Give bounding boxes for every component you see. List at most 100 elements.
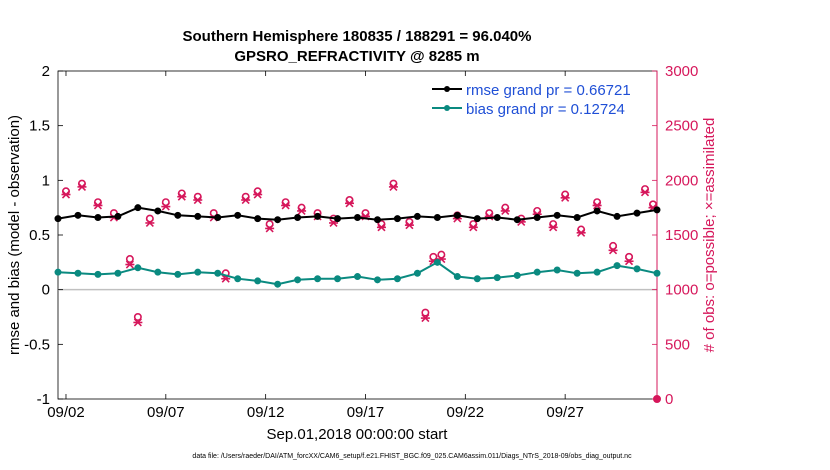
y-tick-label-left: 0.5 <box>29 227 50 244</box>
obs-assimilated-point <box>253 190 263 199</box>
rmse-point <box>413 212 421 220</box>
obs-assimilated-point <box>77 182 87 191</box>
rmse-point <box>653 206 661 214</box>
rmse-point <box>493 214 501 222</box>
obs-assimilated-point <box>345 199 355 208</box>
rmse-point <box>254 215 262 223</box>
bias-point <box>54 268 62 276</box>
rmse-point <box>54 215 62 223</box>
rmse-point <box>294 214 302 222</box>
obs-assimilated-point <box>161 202 171 211</box>
y-tick-label-right: 2000 <box>665 172 698 189</box>
rmse-point <box>154 207 162 215</box>
rmse-point <box>194 212 202 220</box>
y-tick-label-right: 1000 <box>665 282 698 299</box>
obs-assimilated-point <box>420 314 430 323</box>
footer-data-file: data file: /Users/raeder/DAI/ATM_forcXX/… <box>192 453 632 460</box>
obs-zero-marker <box>653 395 661 403</box>
y-tick-label-right: 3000 <box>665 63 698 80</box>
bias-point <box>613 262 621 270</box>
x-tick-label: 09/07 <box>147 404 185 421</box>
bias-point <box>174 270 182 278</box>
y-tick-label-left: 1.5 <box>29 118 50 135</box>
y-tick-label-left: 1 <box>42 172 50 189</box>
obs-assimilated-point <box>193 195 203 205</box>
rmse-point <box>234 211 242 219</box>
obs-assimilated-point <box>177 192 187 201</box>
bias-point <box>553 266 561 274</box>
y-tick-label-right: 1500 <box>665 227 698 244</box>
bias-point <box>194 268 202 276</box>
bias-point <box>214 269 222 277</box>
x-tick-label: 09/22 <box>447 404 485 421</box>
legend-bias-label: bias grand pr = 0.12724 <box>466 101 625 118</box>
obs-assimilated-point <box>125 260 135 269</box>
obs-assimilated-point <box>297 206 307 216</box>
obs-possible-point <box>609 241 618 250</box>
rmse-point <box>633 209 641 217</box>
obs-assimilated-point <box>376 223 386 232</box>
bias-point <box>74 269 82 277</box>
rmse-point <box>114 212 122 220</box>
rmse-point <box>593 207 601 215</box>
bias-point <box>513 271 521 279</box>
obs-assimilated-point <box>624 257 634 266</box>
obs-assimilated-point <box>468 223 478 232</box>
bias-point <box>154 268 162 276</box>
rmse-point <box>214 214 222 222</box>
chart-title-line1: Southern Hemisphere 180835 / 188291 = 96… <box>183 28 532 45</box>
bias-point <box>433 258 441 266</box>
bias-point <box>393 275 401 283</box>
bias-point <box>294 276 302 284</box>
obs-possible-point <box>145 214 154 223</box>
obs-assimilated-point <box>281 201 291 210</box>
axes: -1 -0.5 0 0.5 1 1.5 2 0 500 1000 1500 2000 2500 3000 0… <box>24 63 698 421</box>
rmse-point <box>373 216 381 224</box>
obs-assimilated-point <box>592 201 602 210</box>
legend-box <box>425 79 647 121</box>
obs-assimilated-point <box>93 201 103 210</box>
rmse-point <box>433 214 441 222</box>
rmse-point <box>354 214 361 222</box>
x-tick-label: 09/27 <box>546 404 584 421</box>
series-layer <box>54 179 661 403</box>
obs-assimilated-point <box>241 195 251 205</box>
bias-point <box>493 274 501 282</box>
rmse-point <box>453 211 461 219</box>
bias-point <box>473 275 481 283</box>
chart-title-line2: GPSRO_REFRACTIVITY @ 8285 m <box>234 48 479 65</box>
rmse-point <box>513 216 521 224</box>
bias-point <box>573 269 581 277</box>
rmse-point <box>94 214 102 222</box>
y-tick-label-left: 0 <box>42 282 50 299</box>
bias-point <box>453 273 461 281</box>
bias-point <box>653 269 661 277</box>
rmse-point <box>314 212 322 220</box>
y-tick-label-right: 0 <box>665 391 673 408</box>
y-tick-label-right: 500 <box>665 336 690 353</box>
obs-possible-point <box>133 312 142 321</box>
rmse-point <box>613 212 621 220</box>
legend-bias-marker <box>444 105 450 111</box>
obs-assimilated-point <box>61 190 71 199</box>
x-axis-label: Sep.01,2018 00:00:00 start <box>267 426 449 443</box>
rmse-point <box>174 211 182 219</box>
rmse-point <box>74 211 82 219</box>
obs-possible-point <box>421 308 430 317</box>
obs-assimilated-point <box>548 223 558 232</box>
y-axis-label-right: # of obs: o=possible; ×=assimilated <box>701 118 718 353</box>
y-tick-label-left: -0.5 <box>24 336 50 353</box>
bias-point <box>134 264 142 272</box>
bias-point <box>533 268 541 276</box>
bias-point <box>254 277 262 285</box>
rmse-point <box>553 211 561 219</box>
legend-rmse-marker <box>444 86 450 92</box>
bias-point <box>274 280 282 288</box>
x-tick-label: 09/17 <box>347 404 385 421</box>
plot-area <box>57 70 658 400</box>
bias-point <box>354 273 361 281</box>
obs-possible-point <box>265 220 274 229</box>
y-tick-label-left: -1 <box>37 391 50 408</box>
bias-point <box>373 276 381 284</box>
obs-assimilated-point <box>133 318 143 327</box>
